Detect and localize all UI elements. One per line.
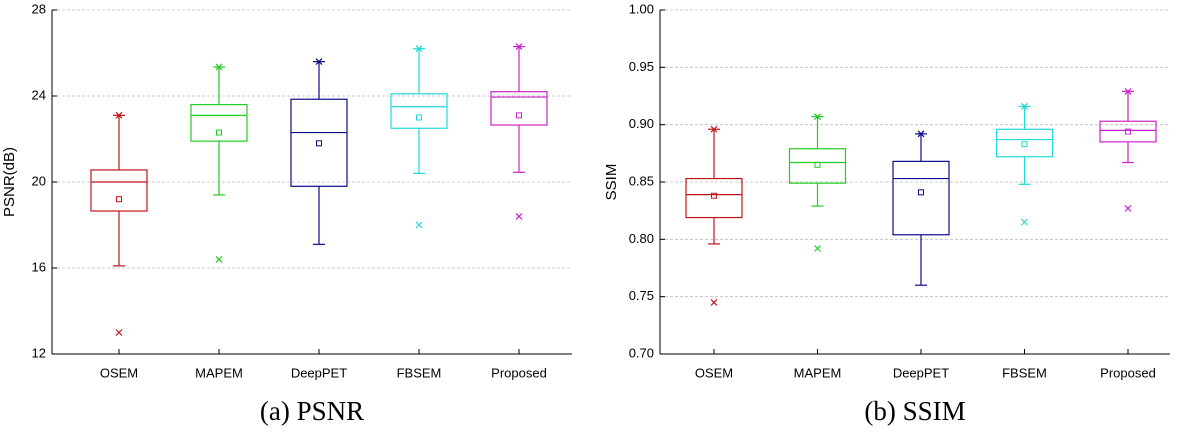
outlier xyxy=(1124,204,1132,212)
max-marker xyxy=(917,130,925,138)
box xyxy=(892,160,950,236)
box xyxy=(1099,120,1157,143)
box xyxy=(90,169,148,212)
outlier xyxy=(515,212,523,220)
outlier xyxy=(115,329,123,336)
mean-marker xyxy=(814,161,821,168)
mean-marker xyxy=(216,129,222,136)
y-tick-label: 24 xyxy=(32,87,46,102)
y-tick-label: 1.00 xyxy=(629,1,654,16)
y-tick-label: 20 xyxy=(32,173,46,188)
y-tick-label: 0.75 xyxy=(629,288,654,303)
x-tick-label: MAPEM xyxy=(195,365,243,380)
mean-marker xyxy=(416,114,422,121)
max-marker xyxy=(1021,102,1028,110)
y-tick-label: 16 xyxy=(32,259,46,274)
y-axis-label: PSNR(dB) xyxy=(1,147,18,217)
outlier xyxy=(814,245,821,252)
y-tick-label: 0.90 xyxy=(629,116,654,131)
max-marker xyxy=(115,111,123,119)
x-tick-label: OSEM xyxy=(695,365,733,380)
max-marker xyxy=(515,43,523,50)
box xyxy=(390,93,448,129)
outlier xyxy=(710,298,718,306)
max-marker xyxy=(1124,87,1132,95)
mean-marker xyxy=(1125,128,1131,135)
x-tick-label: FBSEM xyxy=(1002,365,1047,380)
box xyxy=(788,148,847,184)
caption: (b) SSIM xyxy=(864,396,965,426)
box xyxy=(685,177,743,219)
outlier xyxy=(415,221,423,229)
box xyxy=(290,98,348,187)
max-marker xyxy=(814,113,821,121)
mean-marker xyxy=(1021,141,1028,148)
max-marker xyxy=(315,58,323,66)
max-marker xyxy=(710,125,718,133)
y-tick-label: 0.80 xyxy=(629,231,654,246)
y-tick-label: 0.85 xyxy=(629,173,654,188)
y-tick-label: 0.95 xyxy=(629,59,654,74)
box xyxy=(995,128,1054,158)
box xyxy=(490,91,548,126)
mean-marker xyxy=(711,192,717,199)
x-tick-label: DeepPET xyxy=(893,365,949,380)
max-marker xyxy=(215,63,223,71)
x-tick-label: Proposed xyxy=(491,365,547,380)
x-tick-label: MAPEM xyxy=(794,365,842,380)
mean-marker xyxy=(316,140,322,147)
y-tick-label: 28 xyxy=(32,1,46,16)
y-tick-label: 0.70 xyxy=(629,345,654,360)
mean-marker xyxy=(918,189,924,196)
outlier xyxy=(215,255,223,263)
x-tick-label: DeepPET xyxy=(291,365,347,380)
max-marker xyxy=(415,45,423,53)
x-tick-label: OSEM xyxy=(100,365,138,380)
caption: (a) PSNR xyxy=(260,396,364,426)
x-tick-label: FBSEM xyxy=(397,365,442,380)
mean-marker xyxy=(516,112,522,119)
x-tick-label: Proposed xyxy=(1100,365,1156,380)
outlier xyxy=(1021,218,1028,226)
y-axis-label: SSIM xyxy=(603,164,620,201)
box xyxy=(190,103,248,142)
mean-marker xyxy=(116,196,122,203)
y-tick-label: 12 xyxy=(32,345,46,360)
